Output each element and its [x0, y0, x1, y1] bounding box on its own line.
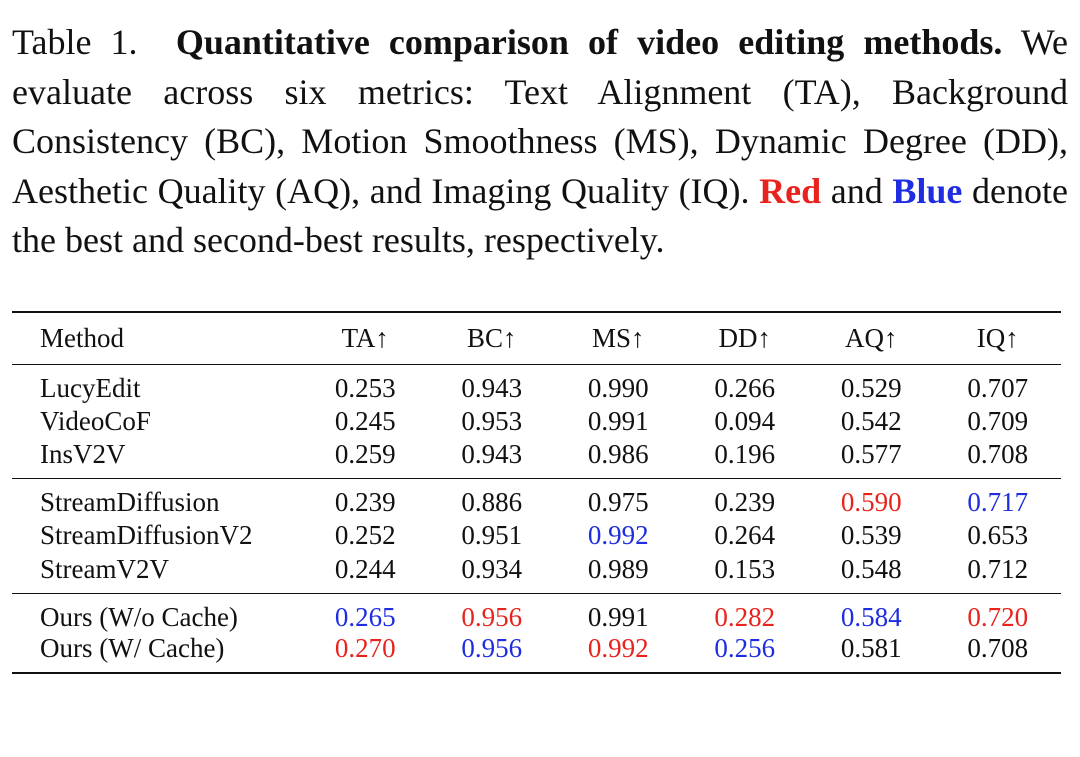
- cell-iq: 0.720: [967, 601, 1029, 632]
- row-method: StreamDiffusionV2: [40, 520, 253, 551]
- row-method: StreamDiffusion: [40, 487, 220, 517]
- cell-dd: 0.239: [714, 487, 776, 517]
- cell-ta: 0.252: [334, 520, 396, 551]
- cell-ta: 0.244: [334, 553, 396, 584]
- cell-bc: 0.956: [461, 632, 523, 663]
- cell-ta: 0.245: [334, 405, 396, 436]
- table-row: LucyEdit 0.253 0.943 0.990 0.266 0.529 0…: [12, 364, 1061, 404]
- cell-iq: 0.717: [967, 487, 1029, 517]
- cell-aq: 0.584: [840, 601, 902, 632]
- row-method: Ours (W/ Cache): [40, 632, 225, 663]
- table-row: InsV2V 0.259 0.943 0.986 0.196 0.577 0.7…: [12, 439, 1061, 479]
- cell-aq: 0.548: [840, 553, 902, 584]
- table-group-baselines: LucyEdit 0.253 0.943 0.990 0.266 0.529 0…: [12, 364, 1061, 479]
- row-method: InsV2V: [40, 439, 126, 469]
- header-aq: AQ↑: [845, 322, 898, 353]
- table-row: StreamDiffusionV2 0.252 0.951 0.992 0.26…: [12, 518, 1061, 554]
- cell-dd: 0.282: [714, 601, 776, 632]
- cell-bc: 0.934: [461, 553, 523, 584]
- cell-dd: 0.153: [714, 553, 776, 584]
- table-caption: Table 1. Quantitative comparison of vide…: [12, 18, 1068, 266]
- cell-ta: 0.265: [334, 601, 396, 632]
- caption-blue-word: Blue: [892, 170, 963, 211]
- cell-bc: 0.956: [461, 601, 523, 632]
- cell-ms: 0.986: [587, 439, 649, 469]
- table-group-streaming: StreamDiffusion 0.239 0.886 0.975 0.239 …: [12, 478, 1061, 594]
- cell-bc: 0.943: [461, 372, 523, 403]
- cell-aq: 0.539: [840, 520, 902, 551]
- cell-ms: 0.991: [587, 405, 649, 436]
- cell-bc: 0.886: [461, 487, 523, 517]
- cell-ms: 0.992: [587, 520, 649, 551]
- cell-dd: 0.196: [714, 439, 776, 469]
- cell-bc: 0.943: [461, 439, 523, 469]
- caption-red-word: Red: [759, 170, 822, 211]
- header-iq: IQ↑: [976, 322, 1019, 353]
- cell-iq: 0.709: [967, 405, 1029, 436]
- row-method: VideoCoF: [40, 405, 151, 436]
- cell-ms: 0.992: [587, 632, 649, 663]
- header-ms: MS↑: [591, 322, 645, 353]
- caption-and: and: [830, 170, 883, 211]
- cell-aq: 0.590: [840, 487, 902, 517]
- cell-iq: 0.707: [967, 372, 1029, 403]
- cell-ms: 0.991: [587, 601, 649, 632]
- cell-ta: 0.259: [334, 439, 396, 469]
- table-row: Ours (W/ Cache) 0.270 0.956 0.992 0.256 …: [12, 633, 1061, 673]
- caption-label: Table 1.: [12, 22, 138, 62]
- cell-ta: 0.270: [334, 632, 396, 663]
- cell-ta: 0.253: [334, 372, 396, 403]
- table-row: Ours (W/o Cache) 0.265 0.956 0.991 0.282…: [12, 593, 1061, 633]
- header-bc: BC↑: [466, 322, 517, 353]
- header-method: Method: [40, 322, 124, 353]
- header-dd: DD↑: [718, 322, 772, 353]
- table-header: Method TA↑ BC↑ MS↑ DD↑ AQ↑ IQ↑: [12, 312, 1061, 364]
- cell-iq: 0.653: [967, 520, 1029, 551]
- table-row: VideoCoF 0.245 0.953 0.991 0.094 0.542 0…: [12, 404, 1061, 440]
- row-method: StreamV2V: [40, 553, 169, 584]
- cell-iq: 0.712: [967, 553, 1029, 584]
- cell-ms: 0.989: [587, 553, 649, 584]
- cell-aq: 0.529: [840, 372, 902, 403]
- header-ta: TA↑: [341, 322, 389, 353]
- cell-dd: 0.094: [714, 405, 776, 436]
- results-table: Method TA↑ BC↑ MS↑ DD↑ AQ↑ IQ↑ LucyEdit …: [12, 311, 1061, 674]
- cell-iq: 0.708: [967, 439, 1029, 469]
- cell-aq: 0.542: [840, 405, 902, 436]
- caption-text-metrics: We evaluate across six metrics: Text Ali…: [12, 22, 1068, 211]
- table-row: StreamDiffusion 0.239 0.886 0.975 0.239 …: [12, 478, 1061, 519]
- cell-bc: 0.953: [461, 405, 523, 436]
- cell-iq: 0.708: [967, 632, 1029, 663]
- row-method: Ours (W/o Cache): [40, 601, 238, 632]
- cell-dd: 0.256: [714, 632, 776, 663]
- table-group-ours: Ours (W/o Cache) 0.265 0.956 0.991 0.282…: [12, 593, 1061, 673]
- cell-dd: 0.266: [714, 372, 776, 403]
- row-method: LucyEdit: [40, 372, 141, 403]
- caption-text-legend: denote the best and second-best results,…: [12, 170, 1068, 261]
- cell-ta: 0.239: [334, 487, 396, 517]
- cell-ms: 0.990: [587, 372, 649, 403]
- table-row: StreamV2V 0.244 0.934 0.989 0.153 0.548 …: [12, 554, 1061, 594]
- cell-bc: 0.951: [461, 520, 523, 551]
- cell-aq: 0.581: [840, 632, 902, 663]
- caption-title: Quantitative comparison of video editing…: [175, 22, 1003, 62]
- cell-dd: 0.264: [714, 520, 776, 551]
- cell-ms: 0.975: [587, 487, 649, 517]
- cell-aq: 0.577: [840, 439, 902, 469]
